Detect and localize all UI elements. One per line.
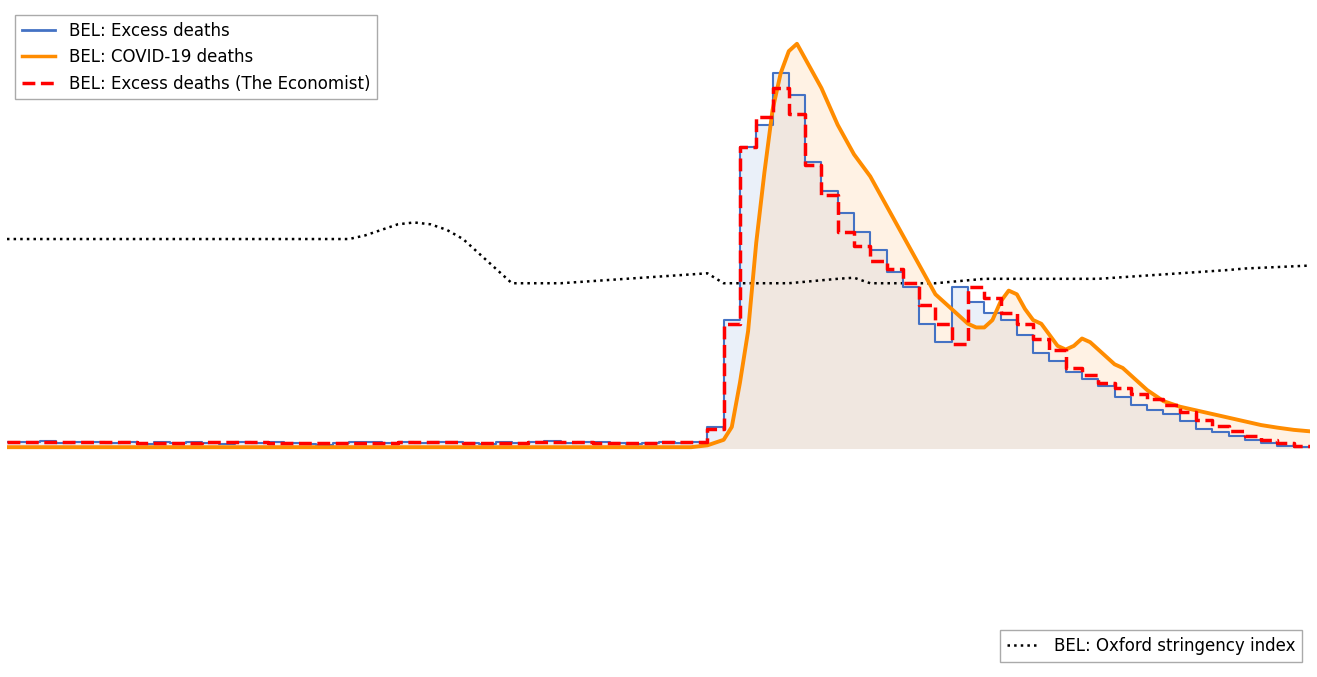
BEL: Excess deaths: (44, 350): Excess deaths: (44, 350)	[715, 316, 731, 324]
BEL: Excess deaths (The Economist): (24, 18): Excess deaths (The Economist): (24, 18)	[390, 438, 406, 446]
BEL: Excess deaths (The Economist): (75, 48): Excess deaths (The Economist): (75, 48)	[1221, 427, 1237, 435]
BEL: Excess deaths (The Economist): (4, 18): Excess deaths (The Economist): (4, 18)	[65, 438, 80, 446]
BEL: Excess deaths (The Economist): (78, 16): Excess deaths (The Economist): (78, 16)	[1270, 439, 1285, 447]
Line: BEL: Excess deaths (The Economist): BEL: Excess deaths (The Economist)	[7, 88, 1310, 447]
BEL: COVID-19 deaths: (0, 5): COVID-19 deaths: (0, 5)	[0, 443, 14, 452]
BEL: Excess deaths (The Economist): (44, 340): Excess deaths (The Economist): (44, 340)	[715, 320, 731, 328]
BEL: Excess deaths (The Economist): (66, 200): Excess deaths (The Economist): (66, 200)	[1075, 371, 1090, 379]
BEL: Excess deaths (The Economist): (12, 18): Excess deaths (The Economist): (12, 18)	[195, 438, 211, 446]
BEL: Excess deaths (The Economist): (73, 80): Excess deaths (The Economist): (73, 80)	[1188, 416, 1204, 424]
BEL: Excess deaths (The Economist): (56, 390): Excess deaths (The Economist): (56, 390)	[911, 301, 927, 309]
BEL: Excess deaths (The Economist): (46, 900): Excess deaths (The Economist): (46, 900)	[748, 114, 764, 122]
BEL: Excess deaths (The Economist): (76, 35): Excess deaths (The Economist): (76, 35)	[1237, 432, 1252, 440]
BEL: Excess deaths (The Economist): (16, 16): Excess deaths (The Economist): (16, 16)	[259, 439, 275, 447]
BEL: COVID-19 deaths: (68, 230): COVID-19 deaths: (68, 230)	[1106, 360, 1122, 368]
BEL: COVID-19 deaths: (38, 5): COVID-19 deaths: (38, 5)	[618, 443, 633, 452]
BEL: Excess deaths (The Economist): (69, 150): Excess deaths (The Economist): (69, 150)	[1123, 390, 1139, 398]
BEL: Excess deaths (The Economist): (28, 16): Excess deaths (The Economist): (28, 16)	[456, 439, 471, 447]
BEL: Excess deaths (The Economist): (49, 770): Excess deaths (The Economist): (49, 770)	[797, 161, 813, 169]
BEL: Excess deaths (The Economist): (72, 100): Excess deaths (The Economist): (72, 100)	[1172, 408, 1188, 416]
BEL: Excess deaths: (0, 20): Excess deaths: (0, 20)	[0, 437, 14, 445]
BEL: Excess deaths (The Economist): (65, 220): Excess deaths (The Economist): (65, 220)	[1058, 364, 1073, 372]
BEL: Excess deaths (The Economist): (45, 820): Excess deaths (The Economist): (45, 820)	[732, 143, 748, 151]
BEL: COVID-19 deaths: (48.5, 1.1e+03): COVID-19 deaths: (48.5, 1.1e+03)	[789, 40, 805, 48]
BEL: Excess deaths: (79, 5): Excess deaths: (79, 5)	[1285, 443, 1301, 452]
BEL: Excess deaths: (51, 640): Excess deaths: (51, 640)	[830, 209, 846, 217]
BEL: Excess deaths (The Economist): (53, 510): Excess deaths (The Economist): (53, 510)	[863, 257, 878, 265]
BEL: Excess deaths (The Economist): (57, 340): Excess deaths (The Economist): (57, 340)	[927, 320, 943, 328]
BEL: Excess deaths: (73, 55): Excess deaths: (73, 55)	[1188, 424, 1204, 433]
BEL: Excess deaths (The Economist): (62, 340): Excess deaths (The Economist): (62, 340)	[1009, 320, 1025, 328]
BEL: Excess deaths (The Economist): (79, 8): Excess deaths (The Economist): (79, 8)	[1285, 442, 1301, 450]
BEL: Excess deaths (The Economist): (36, 16): Excess deaths (The Economist): (36, 16)	[586, 439, 602, 447]
BEL: COVID-19 deaths: (54.5, 620): COVID-19 deaths: (54.5, 620)	[886, 217, 902, 225]
BEL: Excess deaths (The Economist): (55, 450): Excess deaths (The Economist): (55, 450)	[896, 279, 911, 287]
BEL: Excess deaths (The Economist): (0, 20): Excess deaths (The Economist): (0, 20)	[0, 437, 14, 445]
BEL: COVID-19 deaths: (28, 5): COVID-19 deaths: (28, 5)	[456, 443, 471, 452]
BEL: Excess deaths (The Economist): (70, 135): Excess deaths (The Economist): (70, 135)	[1139, 395, 1155, 403]
BEL: Excess deaths (The Economist): (58, 285): Excess deaths (The Economist): (58, 285)	[944, 340, 960, 348]
Legend: BEL: Oxford stringency index: BEL: Oxford stringency index	[1000, 630, 1301, 661]
BEL: Excess deaths (The Economist): (43, 55): Excess deaths (The Economist): (43, 55)	[699, 424, 715, 433]
Line: BEL: Excess deaths: BEL: Excess deaths	[7, 73, 1310, 447]
BEL: Excess deaths: (60, 370): Excess deaths: (60, 370)	[976, 309, 992, 317]
BEL: Excess deaths (The Economist): (48, 910): Excess deaths (The Economist): (48, 910)	[781, 110, 797, 118]
BEL: Excess deaths: (70, 105): Excess deaths: (70, 105)	[1139, 406, 1155, 414]
BEL: Excess deaths (The Economist): (77, 25): Excess deaths (The Economist): (77, 25)	[1254, 436, 1270, 444]
BEL: Excess deaths (The Economist): (52, 550): Excess deaths (The Economist): (52, 550)	[846, 242, 861, 250]
BEL: Excess deaths (The Economist): (8, 15): Excess deaths (The Economist): (8, 15)	[129, 439, 145, 447]
BEL: Excess deaths (The Economist): (60, 410): Excess deaths (The Economist): (60, 410)	[976, 294, 992, 302]
BEL: Excess deaths (The Economist): (50, 690): Excess deaths (The Economist): (50, 690)	[814, 191, 830, 199]
BEL: COVID-19 deaths: (80, 48): COVID-19 deaths: (80, 48)	[1303, 427, 1317, 435]
BEL: Excess deaths (The Economist): (68, 165): Excess deaths (The Economist): (68, 165)	[1106, 384, 1122, 392]
BEL: Excess deaths (The Economist): (64, 270): Excess deaths (The Economist): (64, 270)	[1042, 345, 1058, 353]
BEL: Excess deaths (The Economist): (20, 15): Excess deaths (The Economist): (20, 15)	[325, 439, 341, 447]
BEL: Excess deaths (The Economist): (74, 62): Excess deaths (The Economist): (74, 62)	[1205, 422, 1221, 431]
BEL: Excess deaths (The Economist): (63, 300): Excess deaths (The Economist): (63, 300)	[1025, 334, 1040, 343]
BEL: Excess deaths: (47, 1.02e+03): Excess deaths: (47, 1.02e+03)	[765, 69, 781, 77]
BEL: COVID-19 deaths: (51, 880): COVID-19 deaths: (51, 880)	[830, 121, 846, 129]
BEL: Excess deaths (The Economist): (59, 440): Excess deaths (The Economist): (59, 440)	[960, 283, 976, 291]
BEL: Excess deaths (The Economist): (80, 5): Excess deaths (The Economist): (80, 5)	[1303, 443, 1317, 452]
BEL: Excess deaths (The Economist): (32, 18): Excess deaths (The Economist): (32, 18)	[520, 438, 536, 446]
BEL: Excess deaths (The Economist): (51, 590): Excess deaths (The Economist): (51, 590)	[830, 227, 846, 236]
BEL: COVID-19 deaths: (45, 180): COVID-19 deaths: (45, 180)	[732, 378, 748, 387]
BEL: Excess deaths (The Economist): (47, 980): Excess deaths (The Economist): (47, 980)	[765, 84, 781, 92]
BEL: Excess deaths (The Economist): (71, 120): Excess deaths (The Economist): (71, 120)	[1155, 401, 1171, 409]
BEL: Excess deaths (The Economist): (54, 490): Excess deaths (The Economist): (54, 490)	[878, 265, 894, 273]
BEL: Excess deaths: (80, 5): Excess deaths: (80, 5)	[1303, 443, 1317, 452]
BEL: Excess deaths (The Economist): (61, 370): Excess deaths (The Economist): (61, 370)	[993, 309, 1009, 317]
BEL: Excess deaths: (66, 190): Excess deaths: (66, 190)	[1075, 375, 1090, 383]
BEL: Excess deaths (The Economist): (40, 18): Excess deaths (The Economist): (40, 18)	[651, 438, 666, 446]
BEL: Excess deaths (The Economist): (67, 180): Excess deaths (The Economist): (67, 180)	[1090, 378, 1106, 387]
Line: BEL: COVID-19 deaths: BEL: COVID-19 deaths	[7, 44, 1310, 447]
